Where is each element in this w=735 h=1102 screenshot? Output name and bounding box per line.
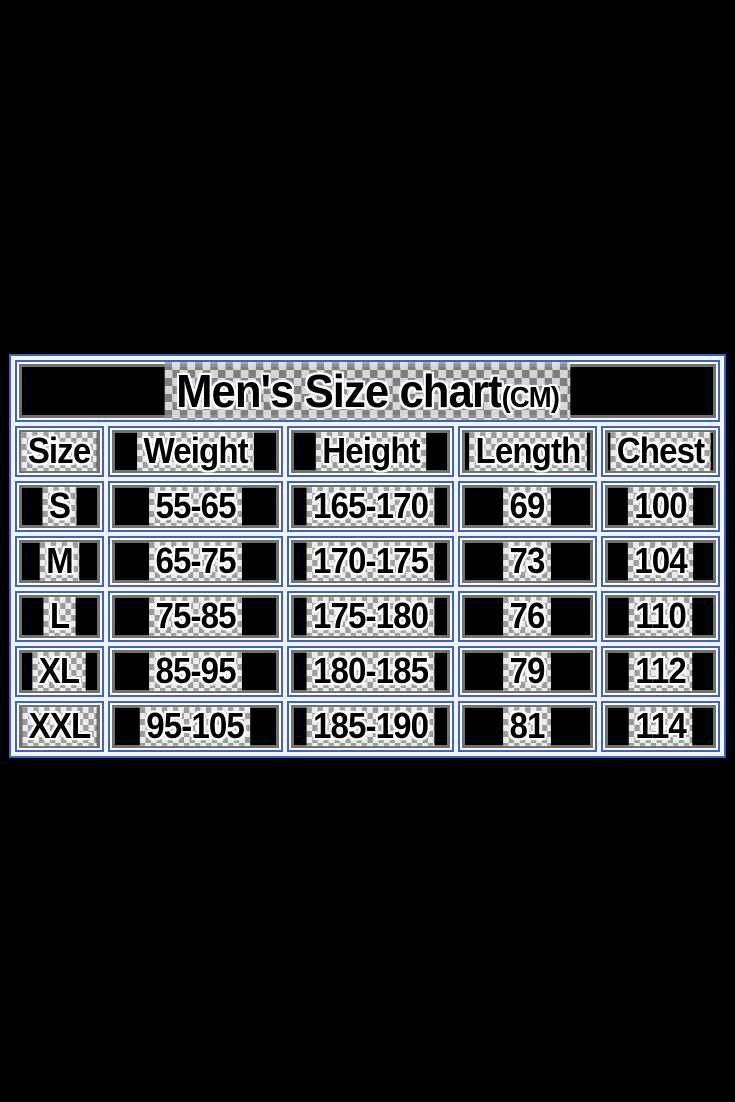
header-cell-length: Length (458, 426, 597, 477)
table-cell: 175-180 (287, 591, 454, 642)
table-row-xl: XL 85-95 180-185 79 112 (15, 646, 721, 697)
column-header-label: Size (21, 432, 98, 471)
table-row-xxl: XXL 95-105 185-190 81 114 (15, 701, 721, 752)
cell-value: 175-180 (306, 597, 435, 636)
table-cell: 114 (601, 701, 721, 752)
cell-value: 112 (628, 652, 693, 691)
column-header-label: Weight (136, 432, 255, 471)
table-row-s: S 55-65 165-170 69 100 (15, 481, 721, 532)
table-cell: 73 (458, 536, 597, 587)
table-cell: 75-85 (108, 591, 283, 642)
cell-value: 180-185 (306, 652, 435, 691)
table-cell: 69 (458, 481, 597, 532)
table-row-l: L 75-85 175-180 76 110 (15, 591, 721, 642)
table-cell: 95-105 (108, 701, 283, 752)
size-label-cell: L (15, 591, 104, 642)
table-cell: 100 (601, 481, 721, 532)
cell-value: 110 (628, 597, 693, 636)
header-cell-weight: Weight (108, 426, 283, 477)
table-cell: 180-185 (287, 646, 454, 697)
cell-value: 55-65 (148, 487, 242, 526)
cell-value: 81 (503, 707, 552, 746)
cell-value: M (39, 542, 80, 581)
table-cell: 65-75 (108, 536, 283, 587)
table-cell: 76 (458, 591, 597, 642)
cell-value: XXL (22, 707, 97, 746)
column-header-label: Chest (610, 432, 711, 471)
cell-value: 85-95 (148, 652, 242, 691)
table-cell: 55-65 (108, 481, 283, 532)
page-title: Men's Size chart(CM) (164, 362, 571, 420)
size-label-cell: M (15, 536, 104, 587)
cell-value: 100 (627, 487, 694, 526)
cell-value: 75-85 (148, 597, 242, 636)
cell-value: 114 (628, 707, 693, 746)
title-row: Men's Size chart(CM) (15, 360, 721, 422)
header-row: Size Weight Height Length Chest (15, 426, 721, 477)
table-cell: 165-170 (287, 481, 454, 532)
table-cell: 185-190 (287, 701, 454, 752)
cell-value: L (43, 597, 76, 636)
cell-value: 95-105 (140, 707, 251, 746)
page-title-text: Men's Size chart (176, 365, 502, 417)
size-label-cell: XXL (15, 701, 104, 752)
table-cell: 170-175 (287, 536, 454, 587)
cell-value: 79 (503, 652, 552, 691)
table-cell: 110 (601, 591, 721, 642)
cell-value: 170-175 (306, 542, 435, 581)
cell-value: XL (32, 652, 87, 691)
cell-value: 65-75 (148, 542, 242, 581)
header-cell-chest: Chest (601, 426, 721, 477)
table-cell: 112 (601, 646, 721, 697)
table-cell: 81 (458, 701, 597, 752)
table-cell: 85-95 (108, 646, 283, 697)
size-label-cell: S (15, 481, 104, 532)
cell-value: 76 (503, 597, 552, 636)
cell-value: 104 (627, 542, 694, 581)
cell-value: 69 (503, 487, 552, 526)
column-header-label: Height (315, 432, 426, 471)
size-chart-table: Men's Size chart(CM) Size Weight Height … (9, 354, 727, 758)
title-cell: Men's Size chart(CM) (15, 360, 721, 422)
cell-value: 165-170 (306, 487, 435, 526)
header-cell-height: Height (287, 426, 454, 477)
cell-value: 73 (503, 542, 552, 581)
table-cell: 79 (458, 646, 597, 697)
cell-value: S (42, 487, 77, 526)
table-row-m: M 65-75 170-175 73 104 (15, 536, 721, 587)
cell-value: 185-190 (306, 707, 435, 746)
size-label-cell: XL (15, 646, 104, 697)
column-header-label: Length (468, 432, 587, 471)
table-cell: 104 (601, 536, 721, 587)
page-title-unit: (CM) (501, 382, 560, 414)
header-cell-size: Size (15, 426, 104, 477)
